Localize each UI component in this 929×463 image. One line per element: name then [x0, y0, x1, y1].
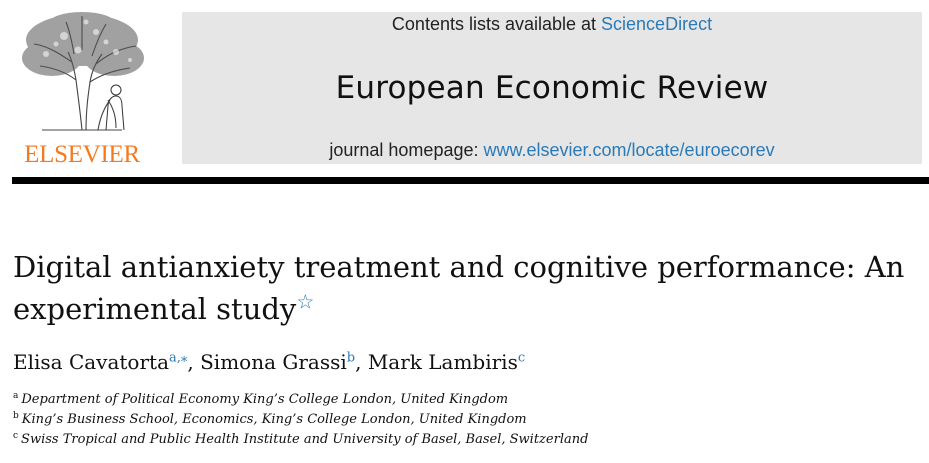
elsevier-logo[interactable]: ELSEVIER	[12, 10, 152, 168]
homepage-line: journal homepage: www.elsevier.com/locat…	[182, 138, 922, 162]
affiliation-item: b King’s Business School, Economics, King…	[13, 410, 913, 430]
author-separator: ,	[187, 350, 201, 374]
author-affiliation-marks[interactable]: c	[517, 350, 526, 366]
journal-title[interactable]: European Economic Review	[335, 70, 769, 106]
affiliation-mark: c	[13, 430, 19, 441]
author-affiliation-marks[interactable]: a,⁎	[169, 350, 188, 366]
author-name[interactable]: Elisa Cavatorta	[13, 350, 169, 374]
author-affiliation-marks[interactable]: b	[346, 350, 356, 366]
title-footnote-star-icon[interactable]: ☆	[296, 289, 315, 314]
contents-line: Contents lists available at ScienceDirec…	[182, 12, 922, 36]
author-list: Elisa Cavatortaa,⁎, Simona Grassib, Mark…	[13, 348, 913, 376]
affiliation-text: King’s Business School, Economics, King’…	[21, 412, 527, 427]
affiliation-mark: b	[13, 410, 19, 421]
header-divider	[12, 177, 929, 184]
elsevier-wordmark: ELSEVIER	[24, 141, 140, 168]
affiliation-item: a Department of Political Economy King’s …	[13, 390, 913, 410]
affiliation-text: Department of Political Economy King’s C…	[21, 392, 509, 407]
sciencedirect-link[interactable]: ScienceDirect	[601, 14, 713, 34]
elsevier-tree-icon	[22, 12, 144, 131]
homepage-prefix: journal homepage:	[329, 140, 484, 160]
author-separator: ,	[355, 350, 368, 374]
article-title: Digital antianxiety treatment and cognit…	[13, 246, 918, 330]
article-title-line1: Digital antianxiety treatment and cognit…	[13, 250, 905, 284]
affiliation-mark: a	[13, 390, 19, 401]
affiliation-item: c Swiss Tropical and Public Health Instit…	[13, 430, 913, 450]
author-name[interactable]: Simona Grassi	[200, 350, 347, 374]
article-title-line2: experimental study	[13, 292, 297, 326]
affiliation-list: a Department of Political Economy King’s …	[13, 390, 913, 450]
journal-banner: Contents lists available at ScienceDirec…	[182, 12, 922, 164]
affiliation-text: Swiss Tropical and Public Health Institu…	[21, 432, 589, 447]
journal-homepage-link[interactable]: www.elsevier.com/locate/euroecorev	[483, 140, 775, 160]
author-name[interactable]: Mark Lambiris	[367, 350, 518, 374]
contents-prefix: Contents lists available at	[391, 14, 602, 34]
